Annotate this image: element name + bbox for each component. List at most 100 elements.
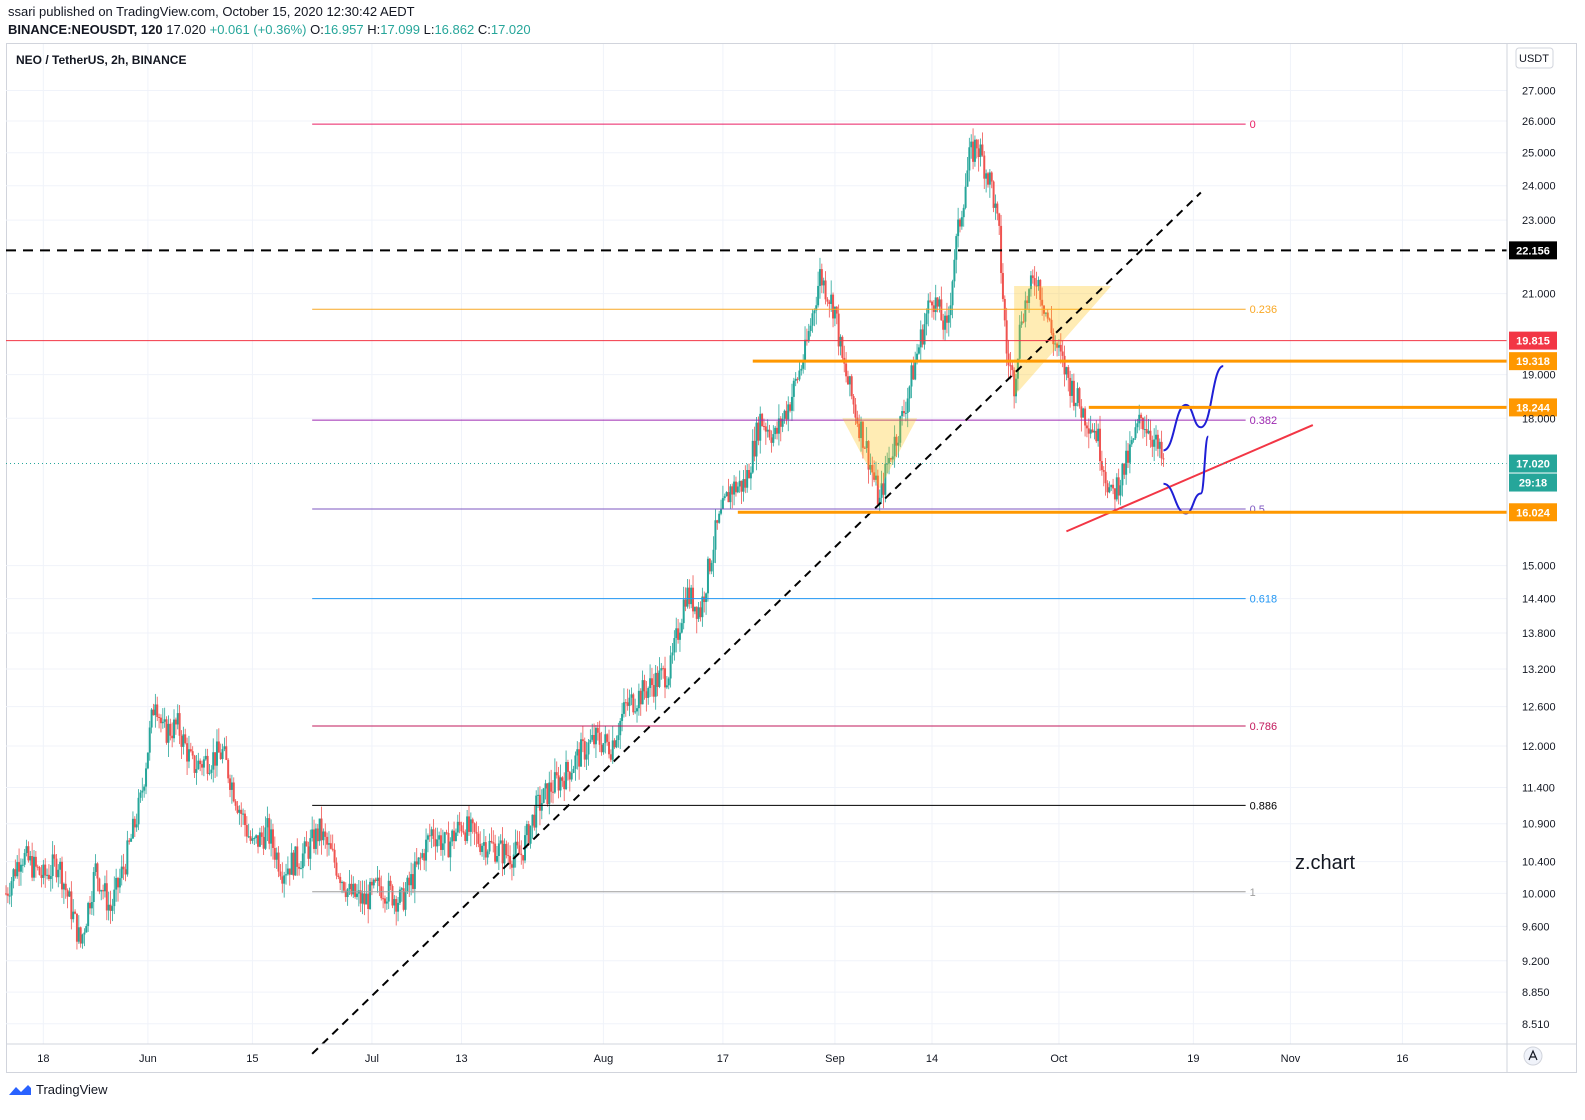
candle (499, 834, 502, 845)
candle-body (990, 172, 993, 182)
candle-body (385, 901, 388, 904)
level-price-tag: 17.020 (1509, 454, 1557, 473)
candle-body (559, 777, 562, 791)
candle-body (1057, 344, 1060, 348)
price-tick-label: 13.800 (1522, 628, 1556, 640)
candle-body (85, 926, 88, 933)
candle-body (1143, 428, 1146, 430)
candle-body (682, 599, 685, 624)
candle (432, 819, 435, 847)
candle-body (505, 843, 508, 856)
candle (580, 732, 583, 767)
candle-body (55, 858, 58, 878)
candle (363, 880, 366, 916)
candle (876, 469, 879, 506)
candle (208, 763, 211, 776)
candle (553, 758, 556, 794)
candle (1099, 415, 1102, 471)
candle-body (1054, 343, 1057, 345)
candle-body (1145, 428, 1148, 434)
candle (753, 426, 756, 462)
candle (380, 875, 383, 901)
candle-body (960, 217, 963, 227)
candle-body (945, 315, 948, 323)
candle (960, 210, 963, 230)
candle (957, 207, 960, 248)
candle-body (550, 782, 553, 792)
candle (488, 833, 491, 855)
candle-body (70, 891, 73, 920)
candle (270, 819, 273, 857)
candle (576, 741, 579, 770)
candle-body (202, 759, 205, 768)
candle-body (1035, 285, 1038, 287)
candle-body (221, 749, 224, 760)
candle (27, 841, 30, 863)
candle (529, 825, 532, 849)
candle-body (566, 762, 569, 772)
candle-body (774, 427, 777, 435)
candle-body (574, 755, 577, 769)
candle (985, 169, 988, 193)
candle-body (839, 336, 842, 347)
candle (186, 737, 189, 776)
candle (945, 302, 948, 334)
candle (585, 741, 588, 771)
candle (109, 890, 112, 924)
horizontal-levels[interactable]: 22.156 19.815 19.318 18.244 17.020 29:18 16.02… (6, 241, 1557, 522)
candle (53, 845, 56, 867)
candle-body (815, 305, 818, 311)
candle (794, 372, 797, 387)
candle-body (199, 760, 202, 765)
candle (1048, 317, 1051, 322)
candle (1033, 266, 1036, 296)
candle (447, 821, 450, 858)
candle-body (968, 147, 971, 171)
candle (975, 138, 978, 159)
candle-body (800, 368, 803, 371)
currency-button[interactable]: USDT (1515, 47, 1554, 69)
candle-body (335, 862, 338, 876)
auto-scale-button[interactable] (1523, 1046, 1543, 1066)
candle-body (964, 186, 967, 208)
candle (1028, 288, 1031, 313)
candle (682, 586, 685, 630)
candle-body (716, 520, 719, 523)
price-axis[interactable]: 27.000 26.000 25.000 24.000 23.000 21.000 19.0… (1506, 44, 1556, 1072)
candle-body (322, 831, 325, 841)
candle (117, 876, 120, 902)
candle-body (1056, 343, 1059, 348)
candle (469, 812, 472, 847)
candle-body (518, 845, 521, 854)
candle-body (876, 475, 879, 505)
candle (940, 286, 943, 321)
candle (288, 868, 291, 886)
candle (662, 665, 665, 679)
candle-body (874, 475, 877, 480)
candle (212, 738, 215, 783)
candle (456, 814, 459, 837)
candle-body (873, 472, 876, 480)
countdown-text: 29:18 (1519, 478, 1547, 490)
time-axis[interactable]: 18 Jun 15 Jul 13 Aug 17 Sep 14 Oct 19 Nov 16 (6, 1043, 1577, 1065)
candle-body (270, 829, 273, 844)
candle (790, 383, 793, 422)
candle-body (501, 840, 504, 864)
candle-body (242, 813, 245, 815)
candle (227, 758, 230, 784)
candle-body (951, 281, 954, 306)
candle (792, 377, 795, 412)
candle (29, 850, 32, 866)
candle-body (492, 842, 495, 844)
candle-body (268, 818, 271, 844)
candle-body (51, 854, 54, 877)
fibonacci-retracement[interactable]: 0 0.236 0.382 0.5 0.618 0.786 0.886 1 (312, 119, 1277, 899)
candle (1056, 341, 1059, 357)
candle-body (723, 496, 726, 499)
candle-body (33, 856, 36, 878)
candle-body (1134, 427, 1137, 439)
candle-body (173, 719, 176, 739)
fib-label: 0.5 (1250, 504, 1265, 516)
candle-body (1128, 444, 1131, 463)
